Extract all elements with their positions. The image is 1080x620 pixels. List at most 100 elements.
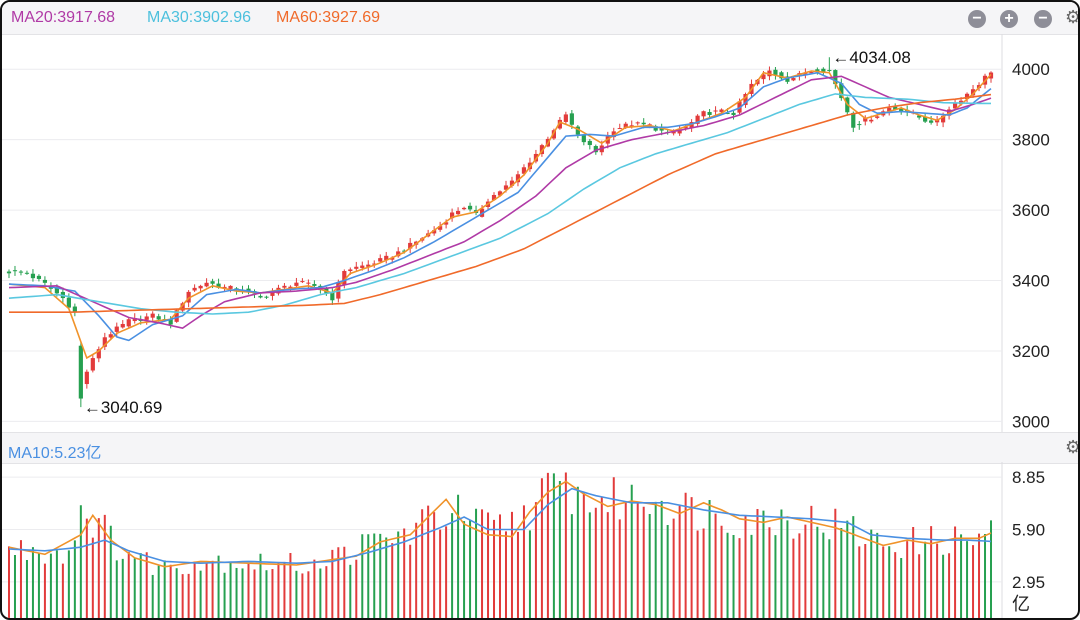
candle-body bbox=[719, 109, 724, 113]
price-legend-bar: MA20:3917.68 MA30:3902.96 MA60:3927.69 −… bbox=[2, 2, 1080, 35]
candle-body bbox=[623, 123, 628, 129]
candle-body bbox=[743, 94, 748, 106]
candle-body bbox=[24, 272, 30, 274]
volume-unit-label: 亿 bbox=[1012, 594, 1030, 614]
candle-body bbox=[635, 122, 640, 124]
candle-body bbox=[557, 119, 562, 129]
candle-body bbox=[641, 122, 646, 125]
candle-body bbox=[342, 270, 347, 285]
collapse-icon[interactable]: − bbox=[968, 10, 986, 28]
candle-body bbox=[731, 112, 736, 115]
candle-body bbox=[515, 174, 521, 183]
candle-body bbox=[126, 319, 131, 327]
candle-body bbox=[282, 285, 287, 288]
candle-body bbox=[581, 135, 586, 143]
candle-body bbox=[78, 345, 83, 399]
candle-body bbox=[6, 271, 12, 274]
candle-body bbox=[857, 124, 862, 126]
candle-body bbox=[821, 68, 826, 73]
candle-body bbox=[929, 120, 934, 123]
candle-body bbox=[964, 93, 970, 100]
ma10-line bbox=[8, 71, 992, 342]
candle-body bbox=[72, 306, 77, 312]
candle-body bbox=[569, 113, 574, 125]
price-tick-label: 4000 bbox=[1012, 60, 1050, 79]
candle-body bbox=[354, 266, 359, 269]
price-tick-label: 3800 bbox=[1012, 131, 1050, 150]
candle-body bbox=[108, 334, 113, 338]
candle-body bbox=[785, 76, 790, 82]
candle-body bbox=[521, 167, 527, 174]
candle-body bbox=[941, 115, 946, 123]
annotation-label: ←3040.69 bbox=[84, 398, 162, 417]
volume-tick-label: 5.90 bbox=[1012, 520, 1045, 539]
candle-body bbox=[150, 313, 155, 318]
candle-body bbox=[138, 319, 143, 321]
candle-body bbox=[563, 114, 568, 122]
candle-body bbox=[593, 146, 598, 153]
candle-body bbox=[402, 250, 407, 252]
volume-chart: 2.95 5.90 8.85 亿 bbox=[2, 462, 1045, 618]
candle-body bbox=[96, 349, 101, 359]
candle-body bbox=[683, 126, 688, 129]
candle-body bbox=[312, 284, 317, 286]
zoom-in-icon[interactable]: + bbox=[1000, 10, 1018, 28]
candle-body bbox=[467, 205, 473, 210]
candle-body bbox=[42, 279, 48, 283]
volume-gear-icon[interactable]: ⚙ bbox=[1065, 437, 1080, 457]
candle-body bbox=[264, 296, 269, 298]
legend-vol-ma10: MA10:5.23亿 bbox=[8, 445, 102, 462]
candle-body bbox=[438, 226, 443, 230]
candle-body bbox=[102, 337, 107, 347]
candle-body bbox=[300, 281, 305, 283]
volume-ma5-line bbox=[8, 480, 992, 568]
candle-body bbox=[695, 115, 700, 124]
candle-body bbox=[815, 69, 820, 72]
candle-body bbox=[216, 283, 221, 288]
candle-body bbox=[952, 103, 958, 109]
candle-body bbox=[970, 89, 976, 96]
candle-body bbox=[84, 371, 89, 385]
candle-body bbox=[408, 242, 413, 249]
volume-tick-label: 8.85 bbox=[1012, 468, 1045, 487]
candle-body bbox=[18, 271, 24, 273]
candle-body bbox=[713, 110, 718, 112]
candle-body bbox=[396, 251, 401, 257]
candle-body bbox=[899, 108, 904, 113]
candle-body bbox=[791, 78, 796, 81]
candle-body bbox=[390, 257, 395, 260]
candle-body bbox=[893, 106, 898, 110]
candle-body bbox=[725, 113, 730, 115]
legend-ma30: MA30:3902.96 bbox=[147, 9, 252, 26]
candle-body bbox=[210, 281, 215, 284]
candle-body bbox=[917, 115, 922, 118]
candle-body bbox=[432, 230, 437, 234]
candle-body bbox=[54, 287, 59, 294]
candle-body bbox=[246, 288, 251, 291]
candle-body bbox=[372, 263, 377, 265]
candle-body bbox=[677, 129, 682, 134]
candle-body bbox=[653, 126, 658, 131]
candle-body bbox=[180, 303, 185, 311]
candle-body bbox=[779, 72, 784, 79]
candle-body bbox=[228, 285, 233, 289]
candle-body bbox=[503, 185, 509, 190]
candle-body bbox=[168, 318, 173, 325]
gear-icon[interactable]: ⚙ bbox=[1065, 7, 1080, 27]
ma5-line bbox=[8, 70, 992, 360]
annotation-label: ←4034.08 bbox=[832, 48, 910, 67]
candle-body bbox=[491, 194, 497, 201]
candle-body bbox=[444, 222, 449, 225]
candle-body bbox=[120, 323, 125, 328]
candle-body bbox=[156, 316, 161, 320]
candle-body bbox=[114, 326, 119, 332]
candle-body bbox=[671, 131, 676, 134]
candle-body bbox=[330, 291, 335, 301]
candle-body bbox=[851, 112, 856, 128]
ma30-line bbox=[8, 93, 991, 315]
zoom-out-icon[interactable]: − bbox=[1034, 10, 1052, 28]
candle-body bbox=[66, 297, 71, 308]
legend-ma20: MA20:3917.68 bbox=[11, 9, 116, 26]
candle-body bbox=[773, 69, 778, 75]
